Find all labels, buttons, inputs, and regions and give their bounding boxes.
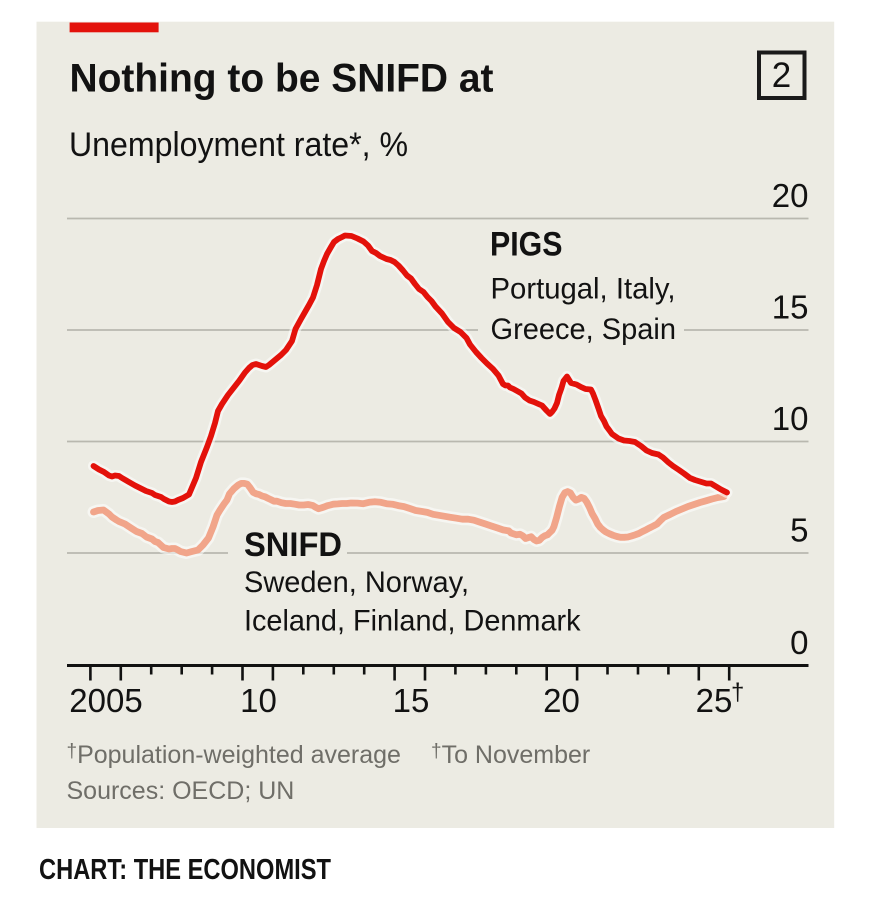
svg-text:5: 5 [790, 512, 808, 549]
svg-text:Greece, Spain: Greece, Spain [491, 313, 677, 346]
svg-text:CHART: THE ECONOMIST: CHART: THE ECONOMIST [39, 854, 331, 886]
svg-text:Nothing to be SNIFD at: Nothing to be SNIFD at [70, 57, 494, 101]
svg-text:2: 2 [772, 56, 791, 95]
svg-text:2005: 2005 [69, 682, 142, 719]
svg-text:Portugal, Italy,: Portugal, Italy, [491, 273, 676, 306]
svg-text:0: 0 [790, 624, 808, 661]
svg-text:15: 15 [772, 289, 809, 326]
svg-text:15: 15 [393, 682, 430, 719]
svg-text:†: † [731, 679, 744, 706]
svg-text:Sweden, Norway,: Sweden, Norway, [244, 566, 469, 599]
svg-text:10: 10 [772, 400, 809, 437]
svg-text:†To November: †To November [431, 741, 590, 769]
svg-text:PIGS: PIGS [490, 226, 563, 264]
svg-text:25: 25 [696, 682, 733, 719]
svg-text:20: 20 [543, 682, 580, 719]
svg-text:10: 10 [240, 682, 277, 719]
svg-text:†Population-weighted average: †Population-weighted average [67, 741, 401, 769]
svg-text:20: 20 [772, 177, 809, 214]
svg-text:Sources: OECD; UN: Sources: OECD; UN [67, 777, 295, 805]
svg-text:Iceland, Finland, Denmark: Iceland, Finland, Denmark [244, 605, 581, 638]
svg-text:SNIFD: SNIFD [244, 526, 342, 564]
svg-text:Unemployment rate*, %: Unemployment rate*, % [69, 126, 408, 164]
